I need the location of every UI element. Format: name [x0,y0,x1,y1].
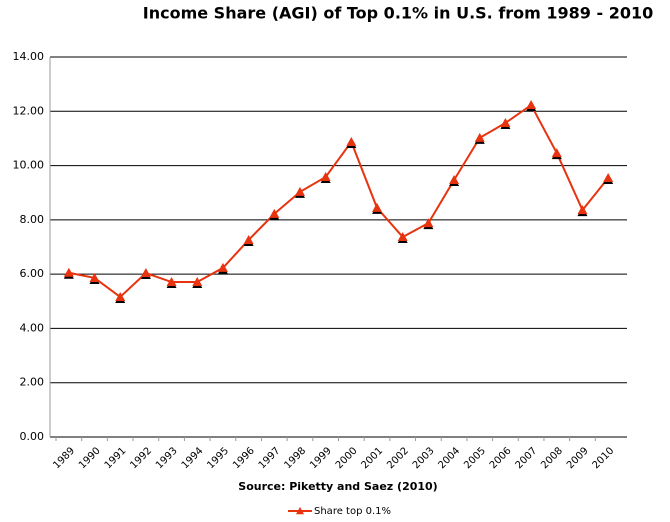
x-tick-label: 1995 [205,445,231,471]
x-tick-label: 2006 [488,445,514,471]
y-tick-label: 2.00 [20,376,45,389]
marker [140,268,151,278]
point-marker [526,100,537,112]
x-tick-label: 2005 [462,445,488,471]
marker [166,277,177,287]
point-marker [449,174,460,186]
marker [372,202,383,212]
chart-title: Income Share (AGI) of Top 0.1% in U.S. f… [143,4,654,23]
y-tick-label: 0.00 [20,430,45,443]
x-tick-label: 1992 [128,445,154,471]
x-tick-label: 1999 [308,445,334,471]
marker [269,208,280,218]
x-tick-label: 1993 [154,445,180,471]
marker [294,186,305,196]
series-line [68,103,609,299]
y-tick-label: 6.00 [20,267,45,280]
point-marker [243,234,254,246]
point-marker [217,262,228,274]
point-marker [551,148,562,160]
x-tick-label: 2000 [334,445,360,471]
marker [89,272,100,282]
point-marker [397,231,408,243]
y-tick-label: 12.00 [13,104,45,117]
point-marker [320,171,331,183]
x-tick-label: 1996 [231,445,257,471]
point-marker [372,202,383,214]
point-marker [269,208,280,220]
point-marker [166,277,177,289]
x-tick-label: 2004 [437,445,463,471]
x-axis-title: Source: Piketty and Saez (2010) [238,480,437,493]
point-marker [346,136,357,148]
x-tick-label: 1989 [51,445,77,471]
marker [603,173,614,183]
x-tick-label: 1998 [282,445,308,471]
x-tick-label: 1991 [103,445,129,471]
point-marker [89,272,100,284]
x-tick-label: 1997 [257,445,283,471]
point-marker [474,132,485,144]
marker [63,267,74,277]
marker [449,174,460,184]
point-marker [577,205,588,217]
y-tick-label: 14.00 [13,50,45,63]
x-tick-label: 2001 [359,445,385,471]
marker [423,218,434,228]
marker [243,234,254,244]
x-tick-label: 2002 [385,445,411,471]
point-marker [500,117,511,129]
x-tick-label: 2010 [591,445,617,471]
point-marker [63,267,74,279]
y-tick-label: 4.00 [20,321,45,334]
x-tick-label: 2003 [411,445,437,471]
x-tick-label: 2007 [514,445,540,471]
marker [474,132,485,142]
marker [346,136,357,146]
point-marker [423,218,434,230]
marker [500,117,511,127]
x-tick-label: 1994 [180,445,206,471]
marker [577,205,588,215]
x-tick-label: 2008 [539,445,565,471]
x-tick-label: 2009 [565,445,591,471]
marker [115,291,126,301]
legend-label: Share top 0.1% [314,506,391,517]
x-tick-label: 1990 [77,445,103,471]
marker [551,148,562,158]
point-marker [140,268,151,280]
point-marker [115,291,126,303]
y-tick-label: 10.00 [13,159,45,172]
marker [526,100,537,110]
marker [320,171,331,181]
point-marker [294,186,305,198]
marker [217,262,228,272]
marker [192,277,203,287]
point-marker [603,173,614,185]
point-marker [192,277,203,289]
legend-marker [296,507,304,515]
marker [397,231,408,241]
y-tick-label: 8.00 [20,213,45,226]
